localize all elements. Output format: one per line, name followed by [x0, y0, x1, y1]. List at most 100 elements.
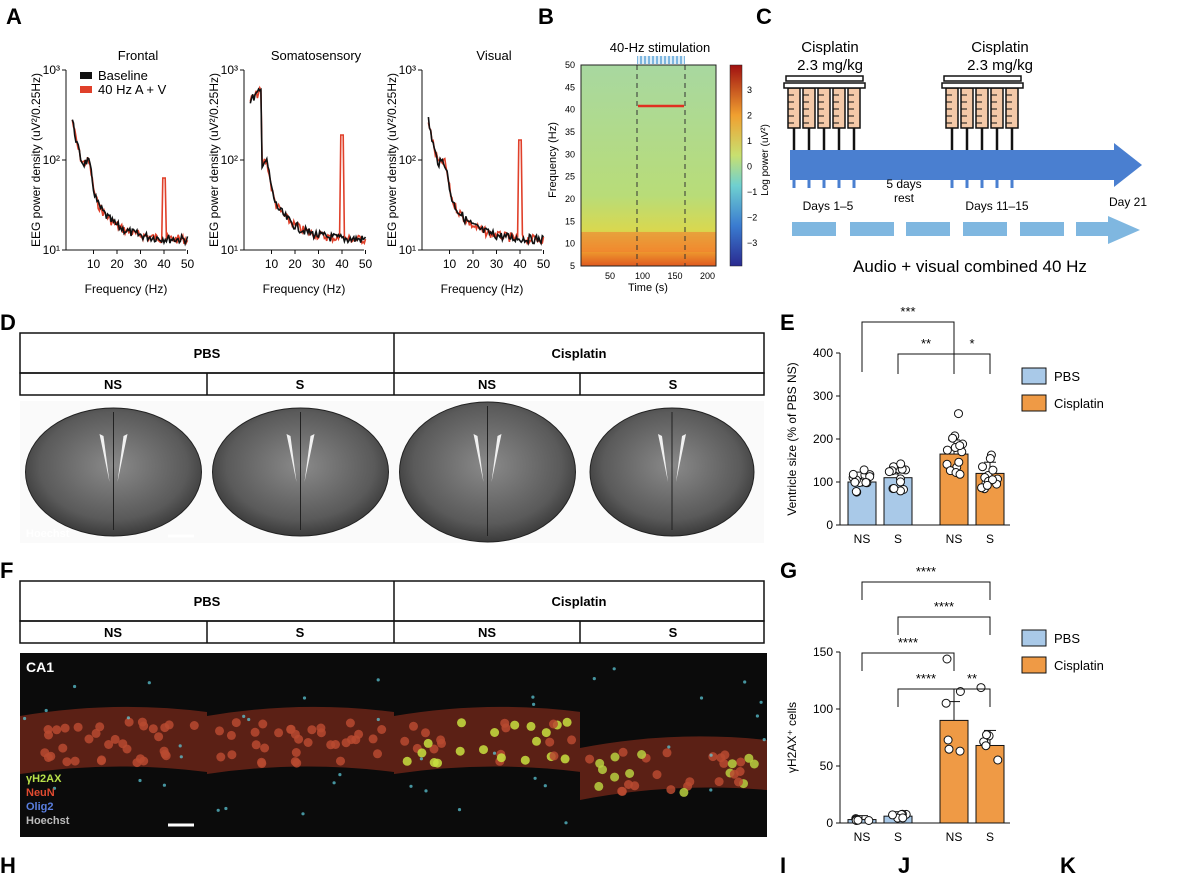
psd-xlabel: Frequency (Hz) — [263, 282, 346, 296]
f-header-row — [19, 580, 765, 622]
cell-nucleus — [73, 722, 83, 732]
olig2-cell — [247, 717, 251, 722]
timeline-arrow-head — [1114, 143, 1142, 187]
legend-label-stim: 40 Hz A + V — [98, 82, 167, 97]
panel-letter-b: B — [538, 4, 554, 29]
spectrogram-x-tick-label: 150 — [667, 271, 682, 281]
psd-xlabel: Frequency (Hz) — [441, 282, 524, 296]
f-stain-hoechst: Hoechst — [26, 815, 70, 827]
cell-nucleus — [122, 744, 132, 754]
sig-bracket-2-label: ** — [921, 336, 931, 351]
spectrogram-y-tick-label: 35 — [565, 127, 575, 137]
psd-title-2: Somatosensory — [271, 48, 362, 63]
data-point — [889, 484, 899, 493]
cell-nucleus — [373, 749, 382, 759]
cell-nucleus — [402, 756, 412, 766]
colorbar-tick-label: −1 — [747, 187, 757, 197]
cell-nucleus — [52, 725, 62, 735]
data-point — [861, 478, 871, 487]
olig2-cell — [699, 696, 704, 700]
olig2-cell — [338, 773, 342, 777]
sig-g-5 — [953, 688, 991, 707]
panel-d: PBS Cisplatin NS S NS S Hoechst — [19, 332, 765, 543]
ca1-image-4 — [580, 653, 767, 837]
psd-y-tick-label: 10¹ — [221, 243, 238, 257]
psd-ylabel: EEG power density (uV²/0.25Hz) — [29, 73, 43, 247]
cell-nucleus — [96, 756, 106, 766]
spectrogram-x-tick-label: 50 — [605, 271, 615, 281]
cell-nucleus — [617, 786, 627, 796]
data-point — [896, 477, 905, 487]
data-point — [954, 457, 964, 467]
brain-section-images — [20, 401, 764, 543]
data-point — [884, 467, 894, 477]
cell-nucleus — [610, 752, 620, 762]
data-point — [864, 816, 874, 825]
olig2-cell — [762, 738, 766, 742]
cell-nucleus — [148, 724, 158, 734]
psd-y-tick-label: 10¹ — [399, 243, 416, 257]
cell-nucleus — [303, 738, 313, 747]
cell-nucleus — [231, 718, 241, 728]
cell-nucleus — [666, 785, 676, 795]
olig2-cell — [667, 745, 671, 749]
psd-y-tick-label: 10¹ — [43, 243, 60, 257]
olig2-cell — [23, 716, 27, 721]
syringe-plunger-bar — [943, 75, 1022, 82]
cell-nucleus — [417, 748, 427, 758]
cell-nucleus — [91, 728, 101, 738]
sig-g-2 — [897, 616, 991, 635]
olig2-cell — [759, 700, 763, 704]
psd-x-tick-label: 30 — [134, 257, 148, 271]
psd-x-tick-label: 50 — [537, 257, 551, 271]
legend-label-baseline: Baseline — [98, 68, 148, 83]
cell-nucleus — [490, 728, 500, 737]
sig-g-3 — [861, 652, 955, 671]
data-point — [978, 462, 987, 472]
data-point — [898, 813, 908, 823]
cell-nucleus — [719, 758, 729, 768]
syringe-barrel — [817, 87, 831, 129]
olig2-cell — [216, 808, 220, 812]
audio-visual-dash — [963, 222, 1007, 236]
data-point — [948, 433, 958, 443]
bar-category-label: NS — [946, 830, 963, 844]
cell-nucleus — [124, 717, 134, 727]
cell-nucleus — [139, 756, 149, 766]
cell-nucleus — [520, 755, 530, 765]
legend-label-1: PBS — [1054, 369, 1080, 384]
syringe-barrel — [990, 87, 1004, 129]
cell-nucleus — [560, 754, 570, 764]
data-point — [955, 441, 965, 451]
cell-nucleus — [164, 720, 174, 730]
brain-image-3 — [394, 401, 581, 543]
colorbar-tick-label: 3 — [747, 85, 752, 95]
syringe-group — [783, 75, 1024, 188]
olig2-cell — [52, 786, 57, 790]
cell-nucleus — [562, 717, 572, 727]
ventricle-right — [676, 434, 686, 482]
audio-visual-dashes — [792, 222, 1108, 236]
colorbar-tick-label: 1 — [747, 136, 752, 146]
f-sub-pbs-ns: NS — [104, 625, 122, 640]
audio-visual-caption: Audio + visual combined 40 Hz — [853, 257, 1087, 276]
day-21: Day 21 — [1109, 195, 1147, 209]
d-sub-cis-ns: NS — [478, 377, 496, 392]
bar-y-tick-label: 0 — [826, 518, 833, 532]
olig2-cell — [301, 812, 305, 816]
bar-category-label: S — [894, 532, 902, 546]
olig2-cell — [755, 714, 760, 718]
cell-nucleus — [708, 752, 718, 762]
psd-baseline-line — [427, 117, 545, 246]
olig2-cell — [376, 717, 380, 722]
cell-nucleus — [433, 758, 442, 768]
data-point — [941, 698, 951, 708]
olig2-cell — [178, 744, 182, 748]
psd-xlabel: Frequency (Hz) — [85, 282, 168, 296]
bar-category-label: S — [894, 830, 902, 844]
bar-y-tick-label: 100 — [813, 702, 833, 716]
bar-category-label: S — [986, 532, 994, 546]
bar-3 — [939, 719, 969, 824]
